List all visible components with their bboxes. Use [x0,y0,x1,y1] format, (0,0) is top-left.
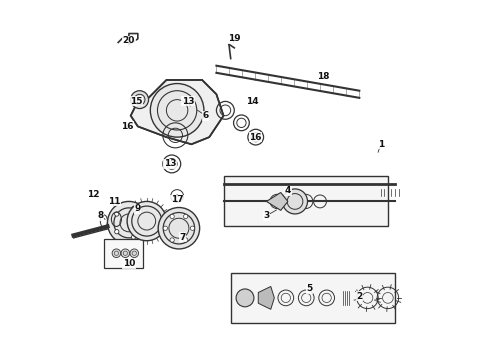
Text: 13: 13 [182,97,194,106]
Polygon shape [131,80,223,144]
Text: 9: 9 [135,204,141,213]
Circle shape [115,230,119,234]
Text: 18: 18 [318,72,330,81]
Circle shape [283,189,308,214]
Circle shape [163,226,168,230]
Circle shape [170,214,174,219]
Text: 19: 19 [228,35,241,44]
Text: 16: 16 [249,132,262,141]
Text: 10: 10 [122,260,135,269]
Circle shape [121,249,130,257]
Circle shape [112,249,121,257]
Text: 7: 7 [179,233,186,242]
Circle shape [170,238,174,242]
Circle shape [107,202,150,244]
Polygon shape [267,193,288,210]
Text: 6: 6 [202,111,209,120]
Text: 3: 3 [263,211,270,220]
Text: 2: 2 [356,292,363,301]
FancyBboxPatch shape [223,176,388,226]
Circle shape [150,84,204,137]
Text: 16: 16 [121,122,133,131]
Circle shape [184,214,188,219]
Text: 4: 4 [285,186,291,195]
Text: 14: 14 [246,97,258,106]
Text: 11: 11 [108,197,121,206]
Text: 15: 15 [130,97,142,106]
Text: 1: 1 [378,140,384,149]
Circle shape [236,289,254,307]
Text: 5: 5 [306,284,313,293]
Circle shape [115,212,119,216]
Text: 13: 13 [164,159,176,168]
Circle shape [131,235,136,239]
Circle shape [130,249,139,257]
Circle shape [158,207,199,249]
Text: 8: 8 [97,211,103,220]
Circle shape [142,221,146,225]
FancyBboxPatch shape [231,273,395,323]
Circle shape [127,202,167,241]
Text: 17: 17 [171,195,183,204]
Polygon shape [258,287,274,309]
Circle shape [184,238,188,242]
Circle shape [131,91,148,109]
Text: 12: 12 [87,190,99,199]
Circle shape [131,206,136,211]
Text: 20: 20 [122,36,135,45]
Circle shape [190,226,195,230]
FancyBboxPatch shape [104,239,143,267]
